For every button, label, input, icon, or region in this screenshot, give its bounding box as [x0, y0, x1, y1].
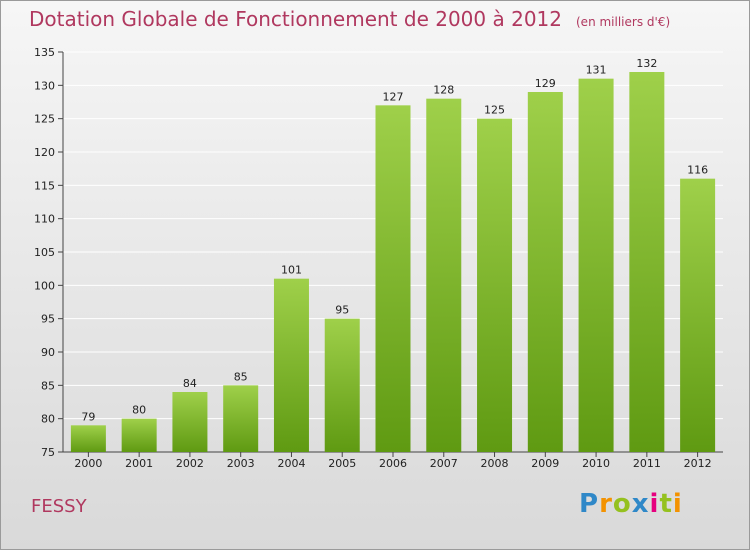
y-tick-label: 115	[34, 179, 55, 192]
value-label: 128	[433, 84, 454, 97]
x-tick-label: 2004	[277, 457, 305, 470]
value-label: 131	[586, 64, 607, 77]
x-tick-label: 2002	[176, 457, 204, 470]
x-tick-label: 2005	[328, 457, 356, 470]
x-tick-label: 2012	[684, 457, 712, 470]
chart-title: Dotation Globale de Fonctionnement de 20…	[29, 7, 670, 31]
value-label: 132	[636, 57, 657, 70]
logo-letter: i	[672, 489, 683, 519]
value-label: 129	[535, 77, 556, 90]
bar	[121, 418, 157, 452]
y-tick-label: 105	[34, 246, 55, 259]
bar	[223, 385, 259, 452]
logo-letter: x	[631, 489, 650, 519]
value-label: 85	[234, 370, 248, 383]
x-tick-label: 2006	[379, 457, 407, 470]
x-tick-label: 2007	[430, 457, 458, 470]
place-name: FESSY	[31, 496, 87, 517]
y-tick-label: 110	[34, 213, 55, 226]
y-tick-label: 80	[41, 413, 55, 426]
unit-label: (en milliers d'€)	[576, 15, 671, 29]
value-label: 101	[281, 264, 302, 277]
x-tick-label: 2003	[227, 457, 255, 470]
value-label: 95	[335, 304, 349, 317]
bar	[273, 278, 309, 452]
y-tick-label: 85	[41, 379, 55, 392]
x-tick-label: 2000	[74, 457, 102, 470]
value-label: 125	[484, 104, 505, 117]
logo-letter: t	[659, 489, 673, 519]
x-tick-label: 2011	[633, 457, 661, 470]
proxiti-logo[interactable]: Proxiti	[579, 489, 683, 519]
x-tick-label: 2001	[125, 457, 153, 470]
labels: 75 80 85 90 95 100 105 110 115 120 125 130 135 79 2000…	[34, 46, 712, 470]
x-tick-label: 2010	[582, 457, 610, 470]
value-label: 116	[687, 164, 708, 177]
bar	[477, 118, 513, 453]
value-label: 79	[81, 410, 95, 423]
value-label: 80	[132, 404, 146, 417]
bar	[426, 98, 462, 453]
y-tick-label: 95	[41, 313, 55, 326]
y-tick-label: 90	[41, 346, 55, 359]
y-tick-label: 75	[41, 446, 55, 459]
x-tick-label: 2008	[481, 457, 509, 470]
y-tick-label: 125	[34, 113, 55, 126]
bar	[629, 72, 665, 452]
bar	[70, 425, 106, 452]
bar	[172, 392, 208, 452]
y-tick-label: 120	[34, 146, 55, 159]
bar	[527, 92, 563, 452]
y-tick-label: 100	[34, 279, 55, 292]
value-label: 84	[183, 377, 197, 390]
value-label: 127	[383, 90, 404, 103]
logo-letter: i	[649, 489, 660, 519]
logo-letter: o	[612, 489, 632, 519]
y-tick-label: 135	[34, 46, 55, 59]
bar	[375, 105, 411, 452]
logo-letter: P	[579, 489, 600, 519]
bars	[70, 72, 716, 453]
y-tick-label: 130	[34, 79, 55, 92]
bar	[324, 318, 360, 452]
logo-letter: r	[599, 489, 613, 519]
x-tick-label: 2009	[531, 457, 559, 470]
title-text: Dotation Globale de Fonctionnement de 20…	[29, 7, 562, 31]
bar	[680, 178, 716, 452]
bar	[578, 78, 614, 453]
